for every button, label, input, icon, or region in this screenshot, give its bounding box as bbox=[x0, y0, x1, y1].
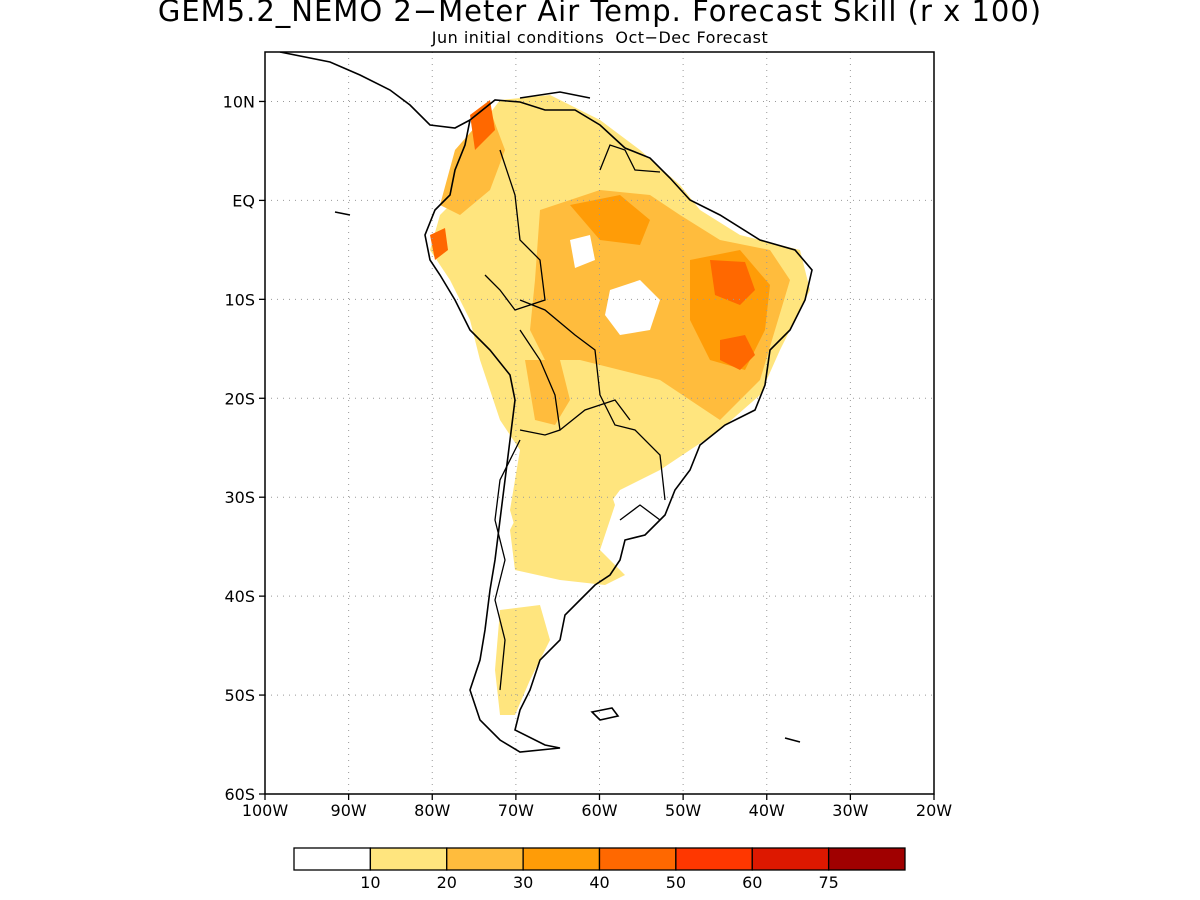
skill-region-40-50 bbox=[470, 100, 495, 150]
lon-tick-label: 30W bbox=[832, 801, 868, 820]
skill-region-40-50 bbox=[720, 335, 755, 370]
skill-region-40-50 bbox=[430, 228, 448, 260]
skill-region-10-20 bbox=[495, 605, 550, 715]
skill-region-30-40 bbox=[570, 195, 650, 245]
skill-region-below-10 bbox=[570, 235, 595, 268]
lon-tick-label: 80W bbox=[414, 801, 450, 820]
south-georgia-island bbox=[784, 737, 801, 743]
lon-tick-label: 60W bbox=[581, 801, 617, 820]
map-title: GEM5.2_NEMO 2−Meter Air Temp. Forecast S… bbox=[157, 0, 1043, 28]
colorbar-swatch bbox=[522, 847, 601, 871]
colorbar-legend: 10 20 30 40 50 60 75 bbox=[293, 847, 906, 892]
lat-tick-label: 30S bbox=[224, 488, 255, 507]
skill-shading bbox=[430, 95, 810, 715]
lat-tick-label: 20S bbox=[224, 389, 255, 408]
central-america-coastline bbox=[279, 52, 471, 129]
skill-region-20-30 bbox=[525, 360, 570, 425]
colorbar-swatch bbox=[675, 847, 753, 871]
lon-tick-label: 100W bbox=[242, 801, 289, 820]
colorbar-label: 75 bbox=[818, 873, 838, 892]
lat-tick-label: 50S bbox=[224, 686, 255, 705]
colorbar-swatch bbox=[293, 847, 372, 871]
lat-tick-label: 40S bbox=[224, 587, 255, 606]
colorbar-swatch bbox=[446, 847, 524, 871]
colorbar-swatch bbox=[598, 847, 677, 871]
lon-tick-label: 70W bbox=[498, 801, 534, 820]
colorbar-label: 30 bbox=[513, 873, 533, 892]
lat-tick-label: EQ bbox=[232, 191, 255, 210]
colorbar-swatch bbox=[369, 847, 448, 871]
map-axes: 100W 90W 80W 70W 60W 50W 40W 30W 20W 10N EQ 10S 20S 3… bbox=[223, 92, 953, 820]
lon-tick-label: 90W bbox=[331, 801, 367, 820]
map-grid bbox=[265, 52, 934, 794]
country-borders bbox=[484, 144, 666, 691]
map-subtitle: Jun initial conditions Oct−Dec Forecast bbox=[431, 28, 769, 47]
skill-region-10-20 bbox=[510, 440, 625, 585]
colorbar-label: 40 bbox=[589, 873, 609, 892]
colorbar-label: 20 bbox=[437, 873, 457, 892]
lat-tick-label: 60S bbox=[224, 785, 255, 804]
skill-region-40-50 bbox=[710, 260, 755, 305]
caribbean-coastline bbox=[519, 91, 591, 99]
south-america-coastline bbox=[424, 99, 813, 753]
lat-tick-label: 10S bbox=[224, 290, 255, 309]
colorbar-swatch bbox=[751, 847, 830, 871]
colorbar-swatch bbox=[827, 847, 906, 871]
lon-tick-label: 40W bbox=[749, 801, 785, 820]
lat-tick-label: 10N bbox=[223, 92, 255, 111]
skill-region-below-10 bbox=[605, 280, 660, 335]
galapagos-islands bbox=[334, 211, 351, 216]
colorbar-label: 60 bbox=[742, 873, 762, 892]
lon-tick-label: 20W bbox=[916, 801, 952, 820]
lon-tick-label: 50W bbox=[665, 801, 701, 820]
falkland-islands bbox=[590, 707, 620, 721]
coastline bbox=[279, 52, 813, 753]
colorbar-label: 10 bbox=[360, 873, 380, 892]
colorbar-label: 50 bbox=[666, 873, 686, 892]
